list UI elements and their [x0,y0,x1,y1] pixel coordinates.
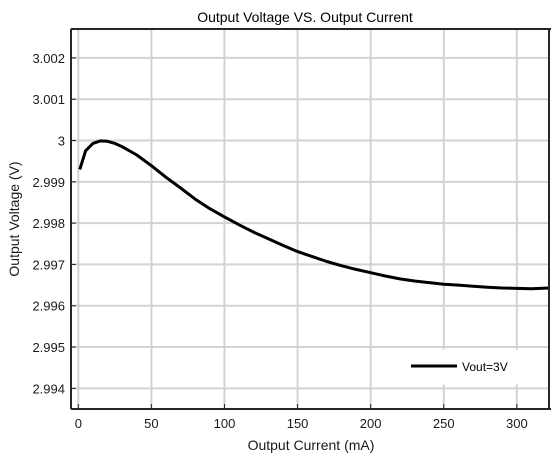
x-tick: 0 [75,404,82,431]
y-tick-label: 2.994 [32,381,65,396]
x-tick: 300 [506,404,528,431]
x-tick-label: 200 [360,416,382,431]
x-axis-ticks: 0 50 100 150 200 250 300 [75,404,528,431]
y-tick: 2.994 [32,381,76,396]
y-tick: 2.995 [32,340,76,355]
y-axis-title: Output Voltage (V) [6,161,22,276]
x-tick: 200 [360,404,382,431]
x-tick-label: 300 [506,416,528,431]
x-tick: 150 [287,404,309,431]
series-line [78,139,550,291]
y-tick: 3.002 [32,51,76,66]
y-tick: 3.001 [32,92,76,107]
y-tick: 2.998 [32,216,76,231]
y-tick-label: 3 [58,134,65,149]
grid [71,29,549,409]
y-tick-label: 2.997 [32,257,65,272]
y-tick: 3 [58,134,76,149]
y-tick-label: 2.998 [32,216,65,231]
y-tick: 2.997 [32,257,76,272]
x-tick-label: 100 [214,416,236,431]
x-tick: 250 [433,404,455,431]
chart-title: Output Voltage VS. Output Current [197,9,413,25]
axes [70,28,551,410]
x-tick: 100 [214,404,236,431]
x-tick: 50 [144,404,159,431]
x-tick-label: 250 [433,416,455,431]
x-tick-label: 50 [144,416,158,431]
y-tick-label: 3.002 [32,51,65,66]
legend: Vout=3V [399,349,531,385]
y-axis-ticks: 2.994 2.995 2.996 2.997 2.998 2.999 3 3.001 3.00… [32,51,76,396]
legend-label: Vout=3V [462,360,508,374]
x-tick-label: 150 [287,416,309,431]
x-tick-label: 0 [75,416,82,431]
x-axis-title: Output Current (mA) [248,437,375,453]
series-layer [78,139,550,291]
y-tick-label: 2.996 [32,299,65,314]
y-tick: 2.999 [32,175,76,190]
y-tick: 2.996 [32,299,76,314]
y-tick-label: 2.999 [32,175,65,190]
y-tick-label: 3.001 [32,92,65,107]
y-tick-label: 2.995 [32,340,65,355]
